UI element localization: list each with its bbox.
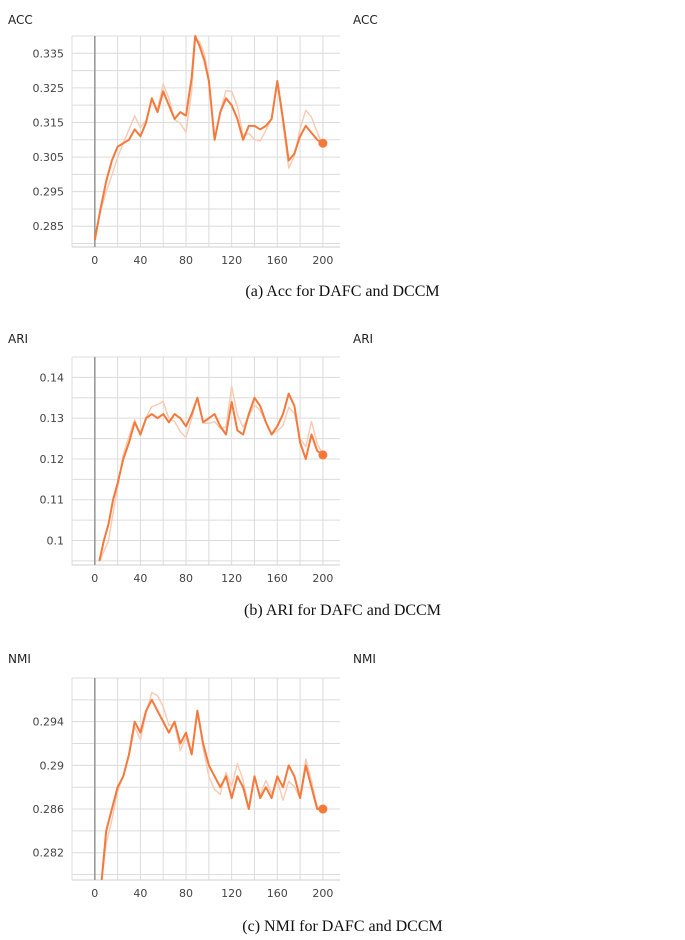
nmi-dccm-chart: 0.2680.2720.2760.2804080120160200 bbox=[343, 640, 685, 910]
x-tick-label: 80 bbox=[179, 572, 193, 585]
x-tick-label: 40 bbox=[133, 254, 147, 267]
x-tick-label: 80 bbox=[179, 254, 193, 267]
y-tick-label: 0.12 bbox=[40, 453, 65, 466]
x-tick-label: 160 bbox=[267, 254, 288, 267]
x-tick-label: 0 bbox=[91, 887, 98, 900]
x-tick-label: 40 bbox=[133, 572, 147, 585]
y-tick-label: 0.286 bbox=[33, 803, 65, 816]
chart-title-ari-dccm: ARI bbox=[353, 332, 374, 346]
x-tick-label: 120 bbox=[221, 887, 242, 900]
caption-a: (a) Acc for DAFC and DCCM bbox=[245, 283, 440, 300]
y-tick-label: 0.315 bbox=[33, 116, 65, 129]
x-tick-label: 200 bbox=[312, 254, 333, 267]
y-tick-label: 0.282 bbox=[33, 847, 65, 860]
chart-title-nmi-dafc: NMI bbox=[8, 652, 31, 666]
chart-title-acc-dccm: ACC bbox=[353, 13, 378, 27]
y-tick-label: 0.13 bbox=[40, 412, 65, 425]
chart-title-nmi-dccm: NMI bbox=[353, 652, 376, 666]
y-tick-label: 0.29 bbox=[40, 759, 65, 772]
caption-c: (c) NMI for DAFC and DCCM bbox=[242, 918, 443, 935]
x-tick-label: 0 bbox=[91, 572, 98, 585]
acc-dafc-chart: 0.285 0.295 0.305 0.315 0.325 0.335 0 40 80 120 16… bbox=[33, 35, 340, 267]
series-line bbox=[93, 35, 324, 241]
ari-dccm-chart: 0.0850.0950.1050.1150.1250.1350.14504080… bbox=[343, 320, 685, 595]
chart-title-acc-dafc: ACC bbox=[8, 13, 33, 27]
series-raw-line bbox=[101, 691, 324, 881]
acc-dccm-chart: 0.160.1660.1720.1780.18404080120160200 bbox=[343, 0, 685, 280]
x-tick-label: 200 bbox=[312, 572, 333, 585]
x-tick-label: 160 bbox=[267, 572, 288, 585]
y-tick-label: 0.285 bbox=[33, 220, 65, 233]
x-tick-label: 120 bbox=[221, 572, 242, 585]
x-tick-label: 0 bbox=[91, 254, 98, 267]
y-tick-label: 0.11 bbox=[40, 494, 65, 507]
series-end-point bbox=[318, 804, 328, 814]
series-line bbox=[98, 392, 324, 562]
y-tick-label: 0.294 bbox=[33, 716, 65, 729]
y-tick-label: 0.295 bbox=[33, 186, 65, 199]
series-end-point bbox=[318, 450, 328, 460]
x-tick-label: 120 bbox=[221, 254, 242, 267]
y-tick-label: 0.305 bbox=[33, 151, 65, 164]
x-tick-label: 40 bbox=[133, 887, 147, 900]
y-tick-label: 0.14 bbox=[40, 371, 65, 384]
series-raw-line bbox=[98, 385, 324, 562]
y-tick-label: 0.325 bbox=[33, 82, 65, 95]
chart-title-ari-dafc: ARI bbox=[8, 332, 29, 346]
series-line bbox=[100, 698, 323, 881]
series-end-point bbox=[318, 138, 328, 148]
nmi-dafc-chart: 0.282 0.286 0.29 0.294 0 40 80 120 160 200 bbox=[33, 677, 340, 900]
caption-b: (b) ARI for DAFC and DCCM bbox=[244, 602, 441, 619]
y-tick-label: 0.1 bbox=[47, 535, 65, 548]
x-tick-label: 80 bbox=[179, 887, 193, 900]
x-tick-label: 160 bbox=[267, 887, 288, 900]
y-tick-label: 0.335 bbox=[33, 47, 65, 60]
x-tick-label: 200 bbox=[312, 887, 333, 900]
ari-dafc-chart: 0.1 0.11 0.12 0.13 0.14 0 40 80 120 160 200 bbox=[40, 356, 340, 585]
